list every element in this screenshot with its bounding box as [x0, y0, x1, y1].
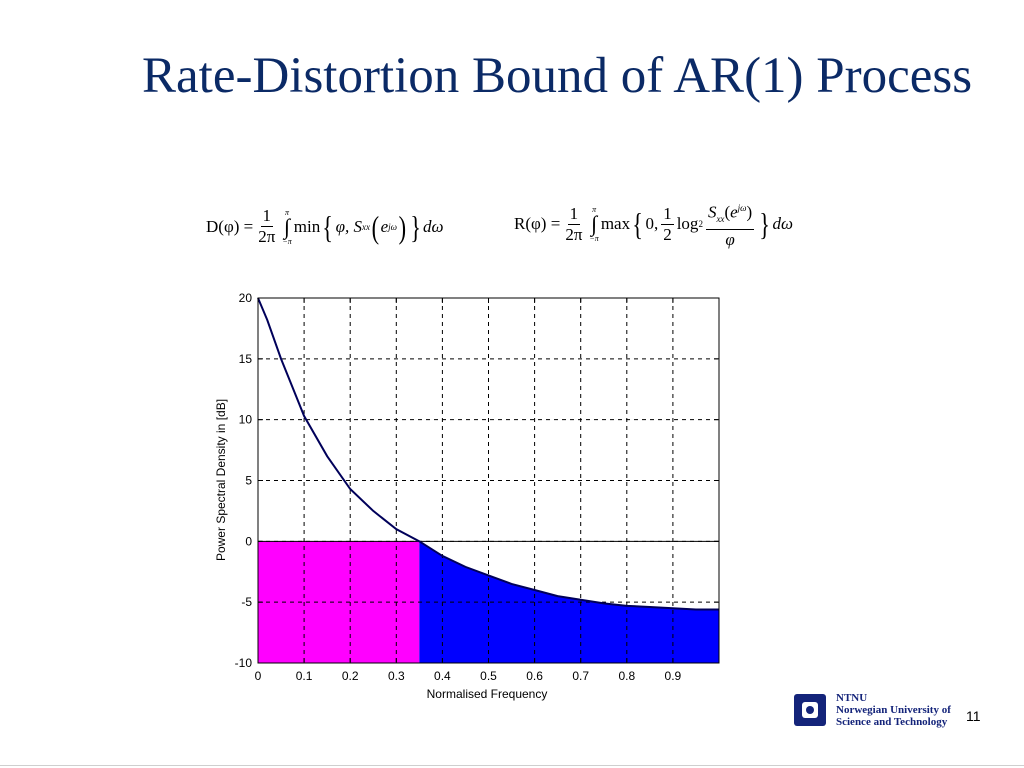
- psd-data-point: [372, 510, 374, 512]
- psd-data-point: [418, 540, 420, 542]
- rate-lower-limit: −π: [589, 234, 599, 244]
- rate-half: 1 2: [661, 204, 674, 245]
- below-threshold-fill: [419, 541, 719, 663]
- rate-superscript: jω: [737, 203, 747, 213]
- y-tick-label: -10: [235, 656, 253, 670]
- distortion-inner: e: [380, 216, 389, 236]
- rate-half-den: 2: [663, 224, 672, 244]
- y-axis-label: Power Spectral Density in [dB]: [214, 399, 228, 561]
- rate-ratio-num: S: [707, 202, 717, 222]
- x-tick-label: 0.2: [342, 669, 359, 683]
- distortion-superscript: jω: [388, 221, 398, 232]
- psd-data-point: [280, 358, 282, 360]
- distortion-upper-limit: π: [285, 207, 290, 217]
- logo-line-2: Norwegian University of: [836, 704, 951, 716]
- rate-fraction: 1 2π: [563, 204, 584, 245]
- rate-formula: R(φ) = 1 2π π ∫ −π max { 0, 1 2 log 2 Sxx…: [514, 198, 793, 250]
- rate-ratio: Sxx(ejω) φ: [705, 198, 755, 250]
- x-axis-label: Normalised Frequency: [427, 687, 548, 701]
- ntnu-logo-icon: [794, 694, 826, 726]
- distortion-differential: dω: [423, 216, 444, 236]
- rate-ratio-den-group: φ: [723, 230, 736, 250]
- y-tick-label: 0: [245, 534, 252, 548]
- x-tick-label: 0.8: [618, 669, 635, 683]
- psd-data-point: [349, 488, 351, 490]
- footer-rule: [0, 765, 1024, 766]
- right-brace: }: [409, 208, 421, 245]
- right-paren: ): [398, 208, 407, 245]
- rate-inner: e: [730, 202, 738, 222]
- x-tick-label: 0.9: [665, 669, 682, 683]
- slide-number: 11: [966, 708, 981, 724]
- x-tick-label: 0.6: [526, 669, 543, 683]
- left-paren: (: [371, 208, 380, 245]
- right-brace: }: [759, 206, 771, 243]
- psd-data-point: [511, 583, 513, 585]
- rate-upper-limit: π: [592, 205, 597, 215]
- psd-data-point: [580, 599, 582, 601]
- rate-fraction-den: 2π: [565, 224, 583, 244]
- psd-data-point: [326, 455, 328, 457]
- x-tick-label: 0.7: [572, 669, 589, 683]
- psd-data-point: [534, 589, 536, 591]
- rate-ratio-den: φ: [725, 230, 735, 250]
- x-tick-label: 0.5: [480, 669, 497, 683]
- y-tick-label: 15: [239, 352, 253, 366]
- ntnu-logo-text: NTNU Norwegian University of Science and…: [836, 692, 951, 728]
- y-tick-label: 10: [239, 413, 253, 427]
- logo-line-3: Science and Technology: [836, 716, 948, 728]
- x-tick-label: 0.4: [434, 669, 451, 683]
- x-tick-label: 0.3: [388, 669, 405, 683]
- psd-data-point: [557, 595, 559, 597]
- integral-sign: ∫: [591, 211, 598, 237]
- psd-data-point: [464, 566, 466, 568]
- psd-data-point: [695, 608, 697, 610]
- rate-ratio-num-group: Sxx(ejω): [705, 198, 755, 231]
- rate-subscript: xx: [716, 214, 725, 225]
- distortion-fraction: 1 2π: [256, 206, 277, 247]
- slide-title: Rate-Distortion Bound of AR(1) Process: [142, 48, 973, 104]
- distortion-lhs: D(φ) =: [206, 216, 254, 236]
- rate-operator: max: [600, 214, 631, 234]
- left-brace: {: [632, 206, 644, 243]
- rate-args: 0,: [645, 214, 659, 234]
- ntnu-logo-inner: [802, 702, 818, 718]
- x-tick-label: 0.1: [296, 669, 313, 683]
- left-brace: {: [322, 208, 334, 245]
- rate-log-base: 2: [698, 219, 703, 230]
- distortion-lower-limit: −π: [282, 236, 292, 246]
- y-tick-label: 5: [245, 474, 252, 488]
- rate-lhs: R(φ) =: [514, 214, 561, 234]
- psd-data-point: [303, 415, 305, 417]
- y-tick-label: 20: [239, 291, 253, 305]
- psd-data-point: [672, 607, 674, 609]
- distortion-subscript: xx: [361, 221, 370, 232]
- distortion-integral: π ∫ −π: [282, 208, 291, 246]
- psd-data-point: [266, 319, 268, 321]
- rate-log: log: [676, 214, 699, 234]
- x-tick-label: 0: [255, 669, 262, 683]
- psd-data-point: [395, 528, 397, 530]
- rate-differential: dω: [772, 214, 794, 234]
- psd-data-point: [603, 602, 605, 604]
- psd-data-point: [441, 555, 443, 557]
- psd-data-point: [488, 574, 489, 576]
- rate-half-num: 1: [661, 203, 674, 225]
- rate-fraction-num: 1: [567, 203, 581, 225]
- psd-curve: [257, 297, 719, 611]
- integral-sign: ∫: [284, 213, 291, 239]
- ntnu-logo-dot: [806, 706, 814, 714]
- logo-line-1: NTNU: [836, 692, 868, 704]
- psd-data-point: [626, 605, 628, 607]
- distortion-args: φ, S: [335, 216, 362, 236]
- distortion-operator: min: [293, 216, 321, 236]
- y-tick-label: -5: [241, 595, 252, 609]
- distortion-fraction-den: 2π: [258, 227, 276, 246]
- psd-data-point: [649, 606, 651, 608]
- distortion-fraction-num: 1: [260, 206, 274, 227]
- rate-integral: π ∫ −π: [589, 205, 598, 243]
